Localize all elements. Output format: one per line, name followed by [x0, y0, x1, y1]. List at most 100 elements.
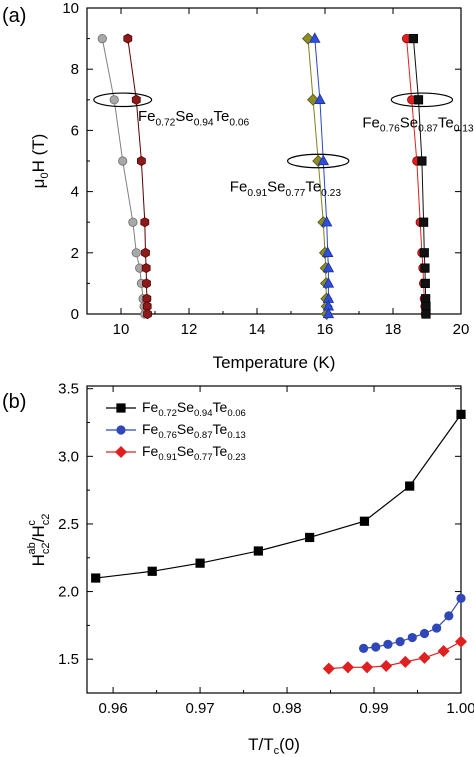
data-point [418, 217, 429, 227]
data-point [419, 628, 430, 639]
data-point [309, 32, 321, 43]
data-point [383, 639, 393, 649]
data-point [444, 611, 454, 621]
data-point [322, 261, 335, 273]
annotation-label: Fe0.91Se0.77Te0.23 [230, 179, 342, 199]
data-point [418, 651, 431, 664]
series-b-1 [358, 593, 466, 653]
y-tick-label: 4 [71, 184, 79, 201]
data-point [123, 33, 133, 44]
data-point [322, 246, 334, 257]
x-tick-label: 18 [385, 321, 402, 338]
data-point [253, 546, 263, 556]
data-point [109, 95, 119, 105]
data-point [131, 248, 141, 258]
series-a-3 [309, 32, 335, 319]
legend-label: Fe0.72Se0.94Te0.06 [142, 399, 246, 419]
y-tick-label: 2 [71, 245, 79, 262]
x-tick-label: 12 [181, 321, 198, 338]
data-point [141, 263, 151, 274]
y-tick-label: 0 [71, 306, 79, 323]
data-point [417, 156, 427, 166]
data-point [317, 154, 330, 166]
annotation-ellipse [93, 92, 153, 108]
legend-item-0: Fe0.72Se0.94Te0.06 [106, 399, 246, 419]
data-point [380, 659, 393, 672]
x-tick-label: 0.98 [272, 700, 301, 717]
series-line [127, 38, 149, 315]
x-tick-label: 14 [249, 321, 266, 338]
y-tick-label: 2.5 [58, 516, 79, 533]
series-b-0 [91, 409, 466, 583]
data-point [359, 516, 370, 526]
data-point [399, 655, 412, 668]
series-line [95, 414, 462, 579]
y-tick-label: 10 [62, 0, 79, 17]
data-point [147, 566, 157, 576]
chart-panel-b: (b) 0.96 0.97 0.98 0.99 1.001.52.02.53.03.5 … [2, 381, 474, 757]
legend-marker [116, 403, 126, 413]
plot-frame-b [86, 385, 462, 694]
data-point [358, 643, 369, 653]
y-tick-label: 3.0 [58, 448, 79, 465]
panel-label-b: (b) [2, 391, 26, 413]
data-point [421, 301, 431, 311]
data-point [437, 645, 450, 658]
data-point [322, 662, 335, 675]
data-point [143, 308, 152, 320]
x-tick-label: 1.00 [446, 700, 474, 717]
x-tick-label: 0.99 [359, 700, 388, 717]
data-point [140, 217, 150, 228]
legend-marker [116, 425, 126, 435]
legend-label: Fe0.76Se0.87Te0.13 [142, 421, 246, 441]
data-point [91, 573, 101, 583]
data-point [305, 532, 315, 543]
data-point [456, 593, 466, 603]
annotation-ellipse [287, 153, 350, 169]
series-line [101, 38, 146, 315]
x-tick-label: 20 [453, 321, 470, 338]
data-point [131, 94, 141, 105]
legend-item-1: Fe0.76Se0.87Te0.13 [106, 421, 246, 441]
x-axis-label-b: T/Tc(0) [248, 735, 300, 757]
annotation-label: Fe0.72Se0.94Te0.06 [138, 108, 250, 128]
annotation-ellipse [390, 92, 454, 108]
data-point [405, 481, 415, 491]
y-tick-label: 6 [71, 122, 79, 139]
data-point [320, 215, 333, 227]
data-point [195, 558, 205, 568]
data-point [408, 34, 419, 44]
data-point [314, 93, 326, 104]
y-tick-label: 2.0 [58, 584, 79, 601]
data-point [118, 156, 128, 166]
data-point [456, 409, 466, 420]
data-point [141, 247, 150, 258]
data-point [420, 278, 430, 289]
legend-label: Fe0.91Se0.77Te0.23 [142, 443, 246, 463]
data-point [142, 278, 151, 289]
y-tick-label: 3.5 [58, 381, 79, 398]
y-tick-label: 1.5 [58, 651, 79, 668]
data-point [322, 277, 335, 288]
series-b-2 [322, 635, 468, 675]
data-point [136, 155, 146, 167]
y-axis-label-a: μ0H (T) [29, 134, 51, 189]
x-tick-label: 0.96 [98, 700, 127, 717]
series-a-0 [97, 33, 150, 319]
data-point [341, 661, 354, 674]
data-point [413, 95, 424, 105]
panel-label-a: (a) [2, 5, 26, 27]
x-axis-label-a: Temperature (K) [213, 353, 336, 372]
data-point [407, 632, 417, 643]
series-a-5 [408, 34, 431, 319]
y-axis-label-b: Hc2ab/Hc2c [26, 514, 52, 567]
x-tick-label: 0.97 [185, 700, 214, 717]
data-point [420, 263, 430, 273]
x-tick-label: 10 [113, 321, 130, 338]
data-point [421, 294, 431, 304]
series-a-1 [123, 33, 152, 320]
y-tick-label: 8 [71, 61, 79, 78]
data-point [419, 248, 429, 258]
data-point [432, 623, 442, 633]
data-point [421, 309, 431, 319]
